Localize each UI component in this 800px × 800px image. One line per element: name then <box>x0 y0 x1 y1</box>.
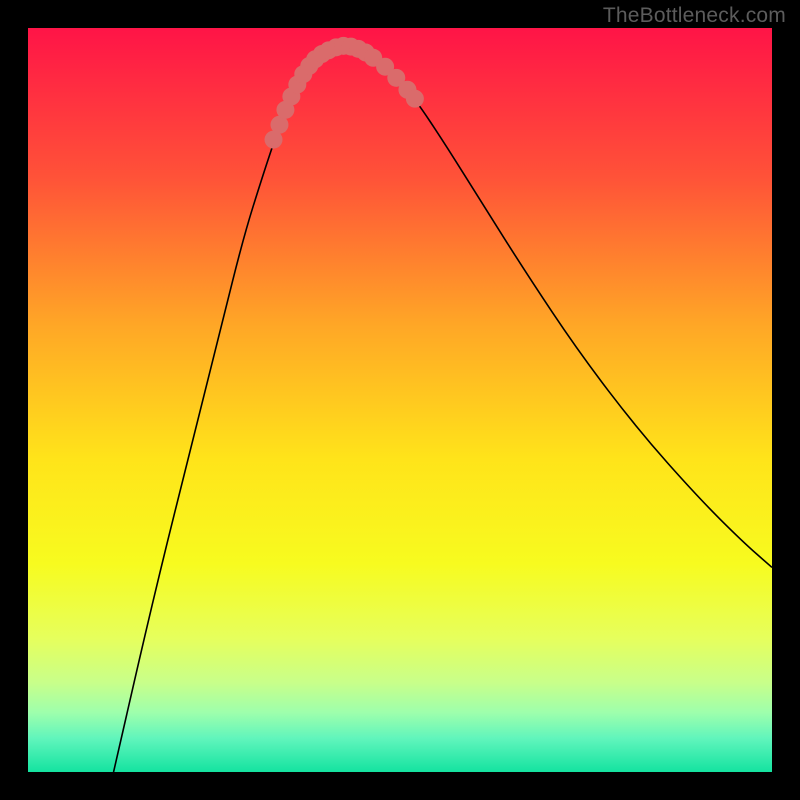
marker-dot <box>406 90 424 108</box>
watermark-text: TheBottleneck.com <box>603 4 786 28</box>
bottleneck-chart <box>28 28 772 772</box>
